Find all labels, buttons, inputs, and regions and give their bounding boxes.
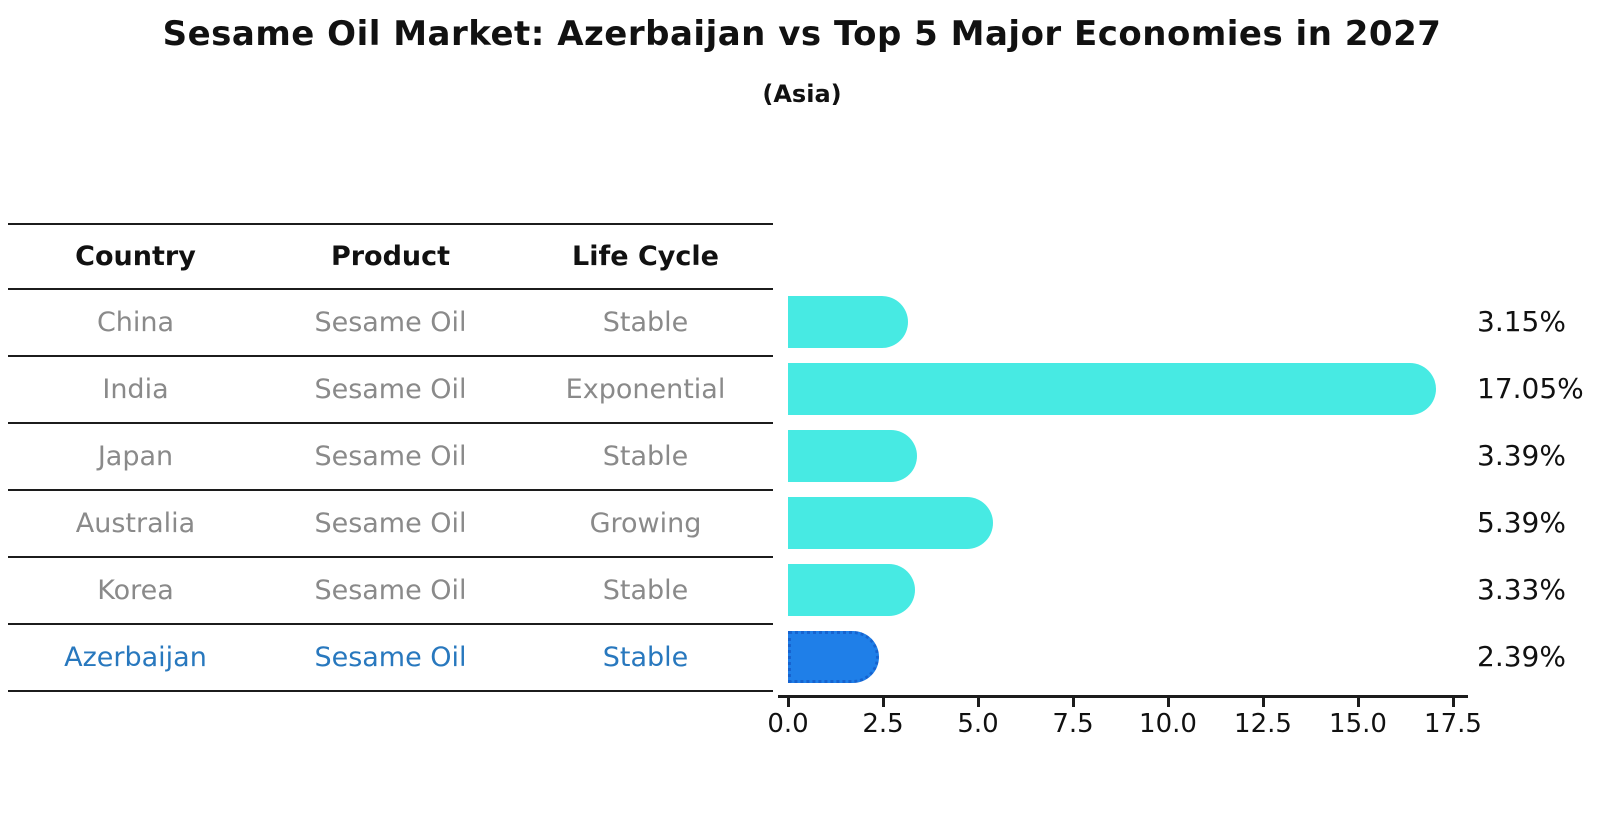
col-header-product: Product xyxy=(330,241,451,272)
bar-value-label: 2.39% xyxy=(1477,639,1566,673)
x-axis-tick-mark xyxy=(786,697,790,707)
x-axis-tick-mark xyxy=(1451,697,1455,707)
x-axis-tick-label: 10.0 xyxy=(1139,709,1197,739)
x-axis-tick-mark xyxy=(976,697,980,707)
bar-value-label: 17.05% xyxy=(1477,371,1584,405)
bar-value-label: 3.39% xyxy=(1477,438,1566,472)
x-axis-tick-mark xyxy=(1261,697,1265,707)
chart-subtitle: (Asia) xyxy=(762,80,842,108)
table-row: India Sesame Oil Exponential xyxy=(8,357,773,424)
cell-life-cycle: Stable xyxy=(602,642,689,673)
x-axis-tick-label: 7.5 xyxy=(1052,709,1094,739)
cell-country: Japan xyxy=(97,441,174,472)
cell-life-cycle: Stable xyxy=(602,307,689,338)
x-axis-tick-label: 5.0 xyxy=(957,709,999,739)
x-axis-tick-label: 0.0 xyxy=(767,709,809,739)
bar-india xyxy=(788,362,1436,415)
cell-country: Korea xyxy=(97,575,174,606)
col-header-life-cycle: Life Cycle xyxy=(572,241,719,272)
table-row: Japan Sesame Oil Stable xyxy=(8,424,773,491)
cell-country: Azerbaijan xyxy=(64,642,207,673)
cell-life-cycle: Stable xyxy=(602,575,689,606)
cell-product: Sesame Oil xyxy=(314,441,467,472)
cell-country: China xyxy=(96,307,175,338)
bar-australia xyxy=(788,496,993,549)
cell-product: Sesame Oil xyxy=(314,642,467,673)
x-axis-tick-label: 2.5 xyxy=(862,709,904,739)
table-row: Korea Sesame Oil Stable xyxy=(8,558,773,625)
bar-value-label: 5.39% xyxy=(1477,505,1566,539)
x-axis-tick-mark xyxy=(1071,697,1075,707)
cell-country: India xyxy=(102,374,169,405)
cell-country: Australia xyxy=(75,508,196,539)
bar-azerbaijan xyxy=(788,630,879,683)
cell-product: Sesame Oil xyxy=(314,374,467,405)
cell-product: Sesame Oil xyxy=(314,508,467,539)
x-axis-tick-mark xyxy=(1356,697,1360,707)
x-axis-tick-mark xyxy=(881,697,885,707)
col-header-country: Country xyxy=(75,241,196,272)
cell-product: Sesame Oil xyxy=(314,307,467,338)
bar-value-label: 3.15% xyxy=(1477,304,1566,338)
table-header-row: Country Product Life Cycle xyxy=(8,225,773,290)
cell-life-cycle: Exponential xyxy=(565,374,726,405)
cell-product: Sesame Oil xyxy=(314,575,467,606)
bar-japan xyxy=(788,429,917,482)
bar-value-label: 3.33% xyxy=(1477,572,1566,606)
data-table: Country Product Life Cycle China Sesame O… xyxy=(8,223,773,692)
bar-china xyxy=(788,295,908,348)
table-body: China Sesame Oil Stable India Sesame Oil Expo… xyxy=(8,290,773,692)
table-row: Australia Sesame Oil Growing xyxy=(8,491,773,558)
bar-korea xyxy=(788,563,915,616)
table-row: China Sesame Oil Stable xyxy=(8,290,773,357)
cell-life-cycle: Growing xyxy=(589,508,702,539)
cell-life-cycle: Stable xyxy=(602,441,689,472)
x-axis-line xyxy=(778,695,1468,698)
x-axis-tick-label: 12.5 xyxy=(1234,709,1292,739)
x-axis-tick-mark xyxy=(1166,697,1170,707)
x-axis-tick-label: 17.5 xyxy=(1424,709,1482,739)
x-axis-tick-label: 15.0 xyxy=(1329,709,1387,739)
table-row: Azerbaijan Sesame Oil Stable xyxy=(8,625,773,692)
chart-title: Sesame Oil Market: Azerbaijan vs Top 5 M… xyxy=(162,14,1442,54)
